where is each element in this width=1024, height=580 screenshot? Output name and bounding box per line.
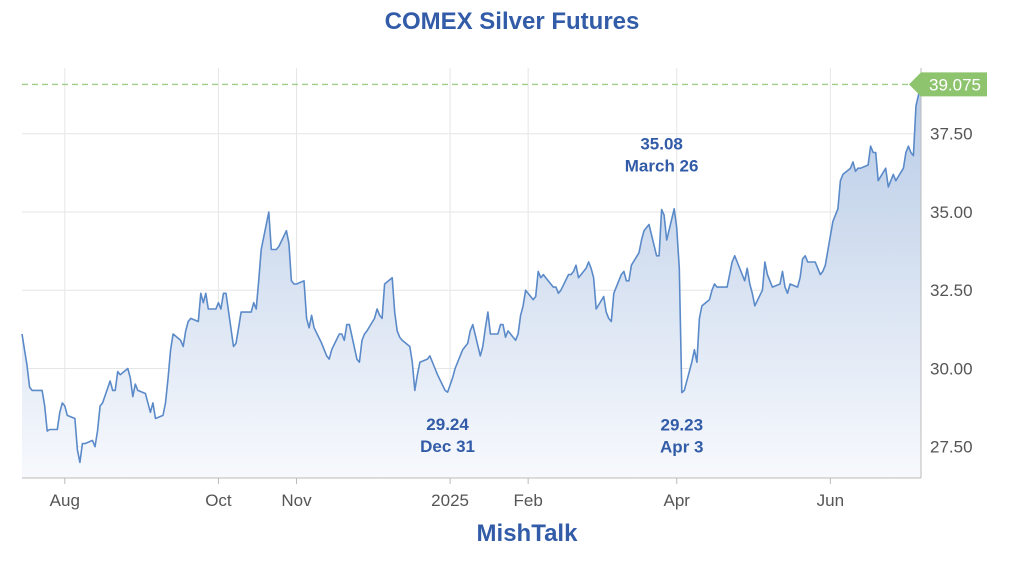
x-tick-label: Apr bbox=[663, 491, 690, 510]
annotation-value: 29.23 bbox=[660, 416, 703, 435]
y-tick-label: 37.50 bbox=[930, 125, 973, 144]
y-tick-label: 35.00 bbox=[930, 203, 973, 222]
x-tick-label: 2025 bbox=[431, 491, 469, 510]
annotation-date: Dec 31 bbox=[420, 437, 475, 456]
annotation-value: 29.24 bbox=[426, 415, 469, 434]
x-tick-label: Aug bbox=[50, 491, 80, 510]
y-tick-label: 30.00 bbox=[930, 359, 973, 378]
axes bbox=[22, 68, 922, 484]
chart-title: COMEX Silver Futures bbox=[384, 8, 640, 35]
series-area-fill bbox=[22, 84, 921, 479]
x-tick-label: Nov bbox=[281, 491, 312, 510]
x-tick-label: Jun bbox=[817, 491, 844, 510]
annotation-date: March 26 bbox=[625, 156, 699, 175]
labels: 27.50 30.00 32.50 35.00 37.50 Aug Oct Nov 2025 Fe… bbox=[50, 72, 987, 510]
annotation-value: 35.08 bbox=[640, 134, 683, 153]
series-line bbox=[21, 84, 922, 464]
last-price-badge bbox=[909, 72, 987, 97]
y-tick-label: 27.50 bbox=[930, 438, 973, 457]
y-tick-label: 32.50 bbox=[930, 281, 973, 300]
x-tick-label: Oct bbox=[205, 491, 232, 510]
x-tick-label: Feb bbox=[514, 491, 543, 510]
annotation-date: Apr 3 bbox=[660, 438, 703, 457]
source-credit: MishTalk bbox=[476, 520, 578, 547]
last-price-label: 39.075 bbox=[929, 75, 981, 94]
plot-area bbox=[21, 81, 924, 479]
